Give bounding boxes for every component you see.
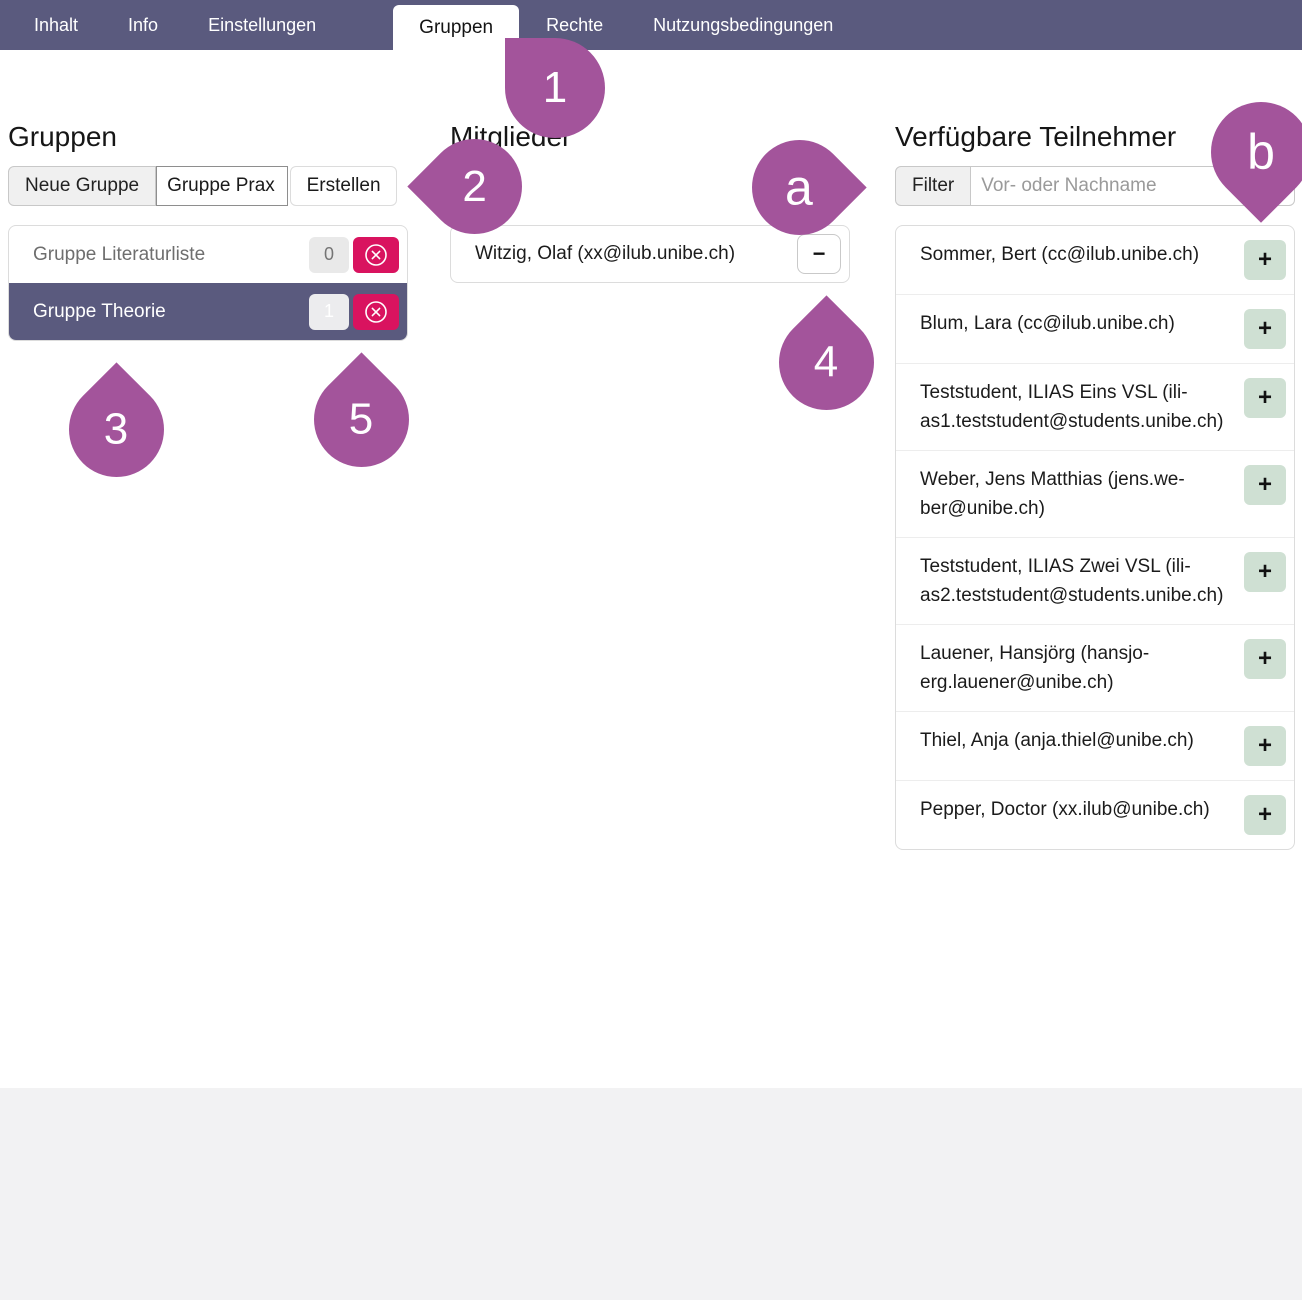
participant-row: Thiel, Anja (anja.thiel@unibe.ch) + bbox=[896, 711, 1294, 780]
group-row-selected[interactable]: Gruppe Theorie 1 bbox=[9, 283, 407, 340]
participant-row: Blum, Lara (cc@ilub.unibe.ch) + bbox=[896, 294, 1294, 363]
filter-label: Filter bbox=[895, 166, 972, 206]
add-participant-button[interactable]: + bbox=[1244, 552, 1286, 592]
add-participant-button[interactable]: + bbox=[1244, 309, 1286, 349]
group-name: Gruppe Theorie bbox=[33, 300, 166, 322]
tab-einstellungen[interactable]: Einstellungen bbox=[208, 14, 317, 35]
group-member-count-badge: 1 bbox=[309, 293, 349, 330]
add-participant-button[interactable]: + bbox=[1244, 639, 1286, 679]
filter-controls: Filter bbox=[895, 166, 1295, 206]
group-create-controls: Neue Gruppe Erstellen bbox=[8, 166, 408, 206]
annotation-marker-4: 4 bbox=[759, 295, 894, 430]
top-nav: Inhalt Info Einstellungen Gruppen Rechte… bbox=[0, 0, 1302, 50]
groups-panel-title: Gruppen bbox=[8, 121, 117, 152]
participant-row: Sommer, Bert (cc@ilub.unibe.ch) + bbox=[896, 226, 1294, 294]
participant-name: Weber, Jens Matthias (jens.we­ber@unibe.… bbox=[920, 469, 1185, 519]
member-list: Witzig, Olaf (xx@ilub.unibe.ch) − bbox=[450, 225, 850, 283]
tab-rechte[interactable]: Rechte bbox=[546, 14, 604, 35]
member-row: Witzig, Olaf (xx@ilub.unibe.ch) − bbox=[451, 226, 849, 282]
group-name-input[interactable] bbox=[156, 166, 289, 206]
available-participants-panel: Verfügbare Teilnehmer Filter Sommer, Ber… bbox=[895, 118, 1295, 850]
create-group-button[interactable]: Erstellen bbox=[290, 166, 398, 206]
group-member-count-badge: 0 bbox=[309, 236, 349, 273]
tab-inhalt[interactable]: Inhalt bbox=[34, 14, 79, 35]
add-participant-button[interactable]: + bbox=[1244, 726, 1286, 766]
tab-nutzungsbedingungen[interactable]: Nutzungsbedingungen bbox=[653, 14, 834, 35]
participant-name: Sommer, Bert (cc@ilub.unibe.ch) bbox=[920, 244, 1200, 265]
remove-member-button[interactable]: − bbox=[797, 234, 841, 274]
group-row[interactable]: Gruppe Literaturliste 0 bbox=[9, 226, 407, 283]
participant-row: Teststudent, ILIAS Zwei VSL (ili­as2.tes… bbox=[896, 537, 1294, 624]
group-list: Gruppe Literaturliste 0 Gruppe Theorie 1 bbox=[8, 225, 408, 341]
participant-list: Sommer, Bert (cc@ilub.unibe.ch) + Blum, … bbox=[895, 225, 1295, 850]
participant-row: Lauener, Hansjörg (hansjo­erg.lauener@un… bbox=[896, 624, 1294, 711]
participant-row: Weber, Jens Matthias (jens.we­ber@unibe.… bbox=[896, 450, 1294, 537]
participant-name: Teststudent, ILIAS Eins VSL (ili­as1.tes… bbox=[920, 382, 1224, 432]
filter-input[interactable] bbox=[971, 166, 1295, 206]
add-participant-button[interactable]: + bbox=[1244, 378, 1286, 418]
members-panel-title: Mitglieder bbox=[450, 121, 572, 152]
annotation-marker-5: 5 bbox=[294, 352, 429, 487]
participant-row: Teststudent, ILIAS Eins VSL (ili­as1.tes… bbox=[896, 363, 1294, 450]
delete-group-button[interactable] bbox=[353, 293, 399, 330]
member-name: Witzig, Olaf (xx@ilub.unibe.ch) bbox=[475, 243, 736, 264]
delete-group-button[interactable] bbox=[353, 236, 399, 273]
groups-panel: Gruppen Neue Gruppe Erstellen Gruppe Lit… bbox=[8, 118, 408, 341]
annotation-marker-3: 3 bbox=[49, 362, 184, 497]
participant-name: Lauener, Hansjörg (hansjo­erg.lauener@un… bbox=[920, 643, 1150, 693]
group-name: Gruppe Literaturliste bbox=[33, 243, 206, 265]
participant-name: Teststudent, ILIAS Zwei VSL (ili­as2.tes… bbox=[920, 556, 1224, 606]
add-participant-button[interactable]: + bbox=[1244, 465, 1286, 505]
members-panel: Mitglieder Witzig, Olaf (xx@ilub.unibe.c… bbox=[450, 118, 850, 283]
participant-row: Pepper, Doctor (xx.ilub@uni­be.ch) + bbox=[896, 780, 1294, 849]
footer-area bbox=[0, 1088, 1302, 1300]
tab-info[interactable]: Info bbox=[128, 14, 159, 35]
add-participant-button[interactable]: + bbox=[1244, 240, 1286, 280]
circle-x-icon bbox=[365, 300, 387, 323]
participant-name: Blum, Lara (cc@ilub.unibe.ch) bbox=[920, 313, 1175, 334]
participant-name: Pepper, Doctor (xx.ilub@uni­be.ch) bbox=[920, 799, 1210, 820]
tab-gruppen[interactable]: Gruppen bbox=[393, 5, 520, 50]
add-participant-button[interactable]: + bbox=[1244, 795, 1286, 835]
new-group-button[interactable]: Neue Gruppe bbox=[8, 166, 157, 206]
available-panel-title: Verfügbare Teilnehmer bbox=[895, 121, 1177, 152]
circle-x-icon bbox=[365, 243, 387, 266]
participant-name: Thiel, Anja (anja.thiel@unibe.ch) bbox=[920, 730, 1194, 751]
